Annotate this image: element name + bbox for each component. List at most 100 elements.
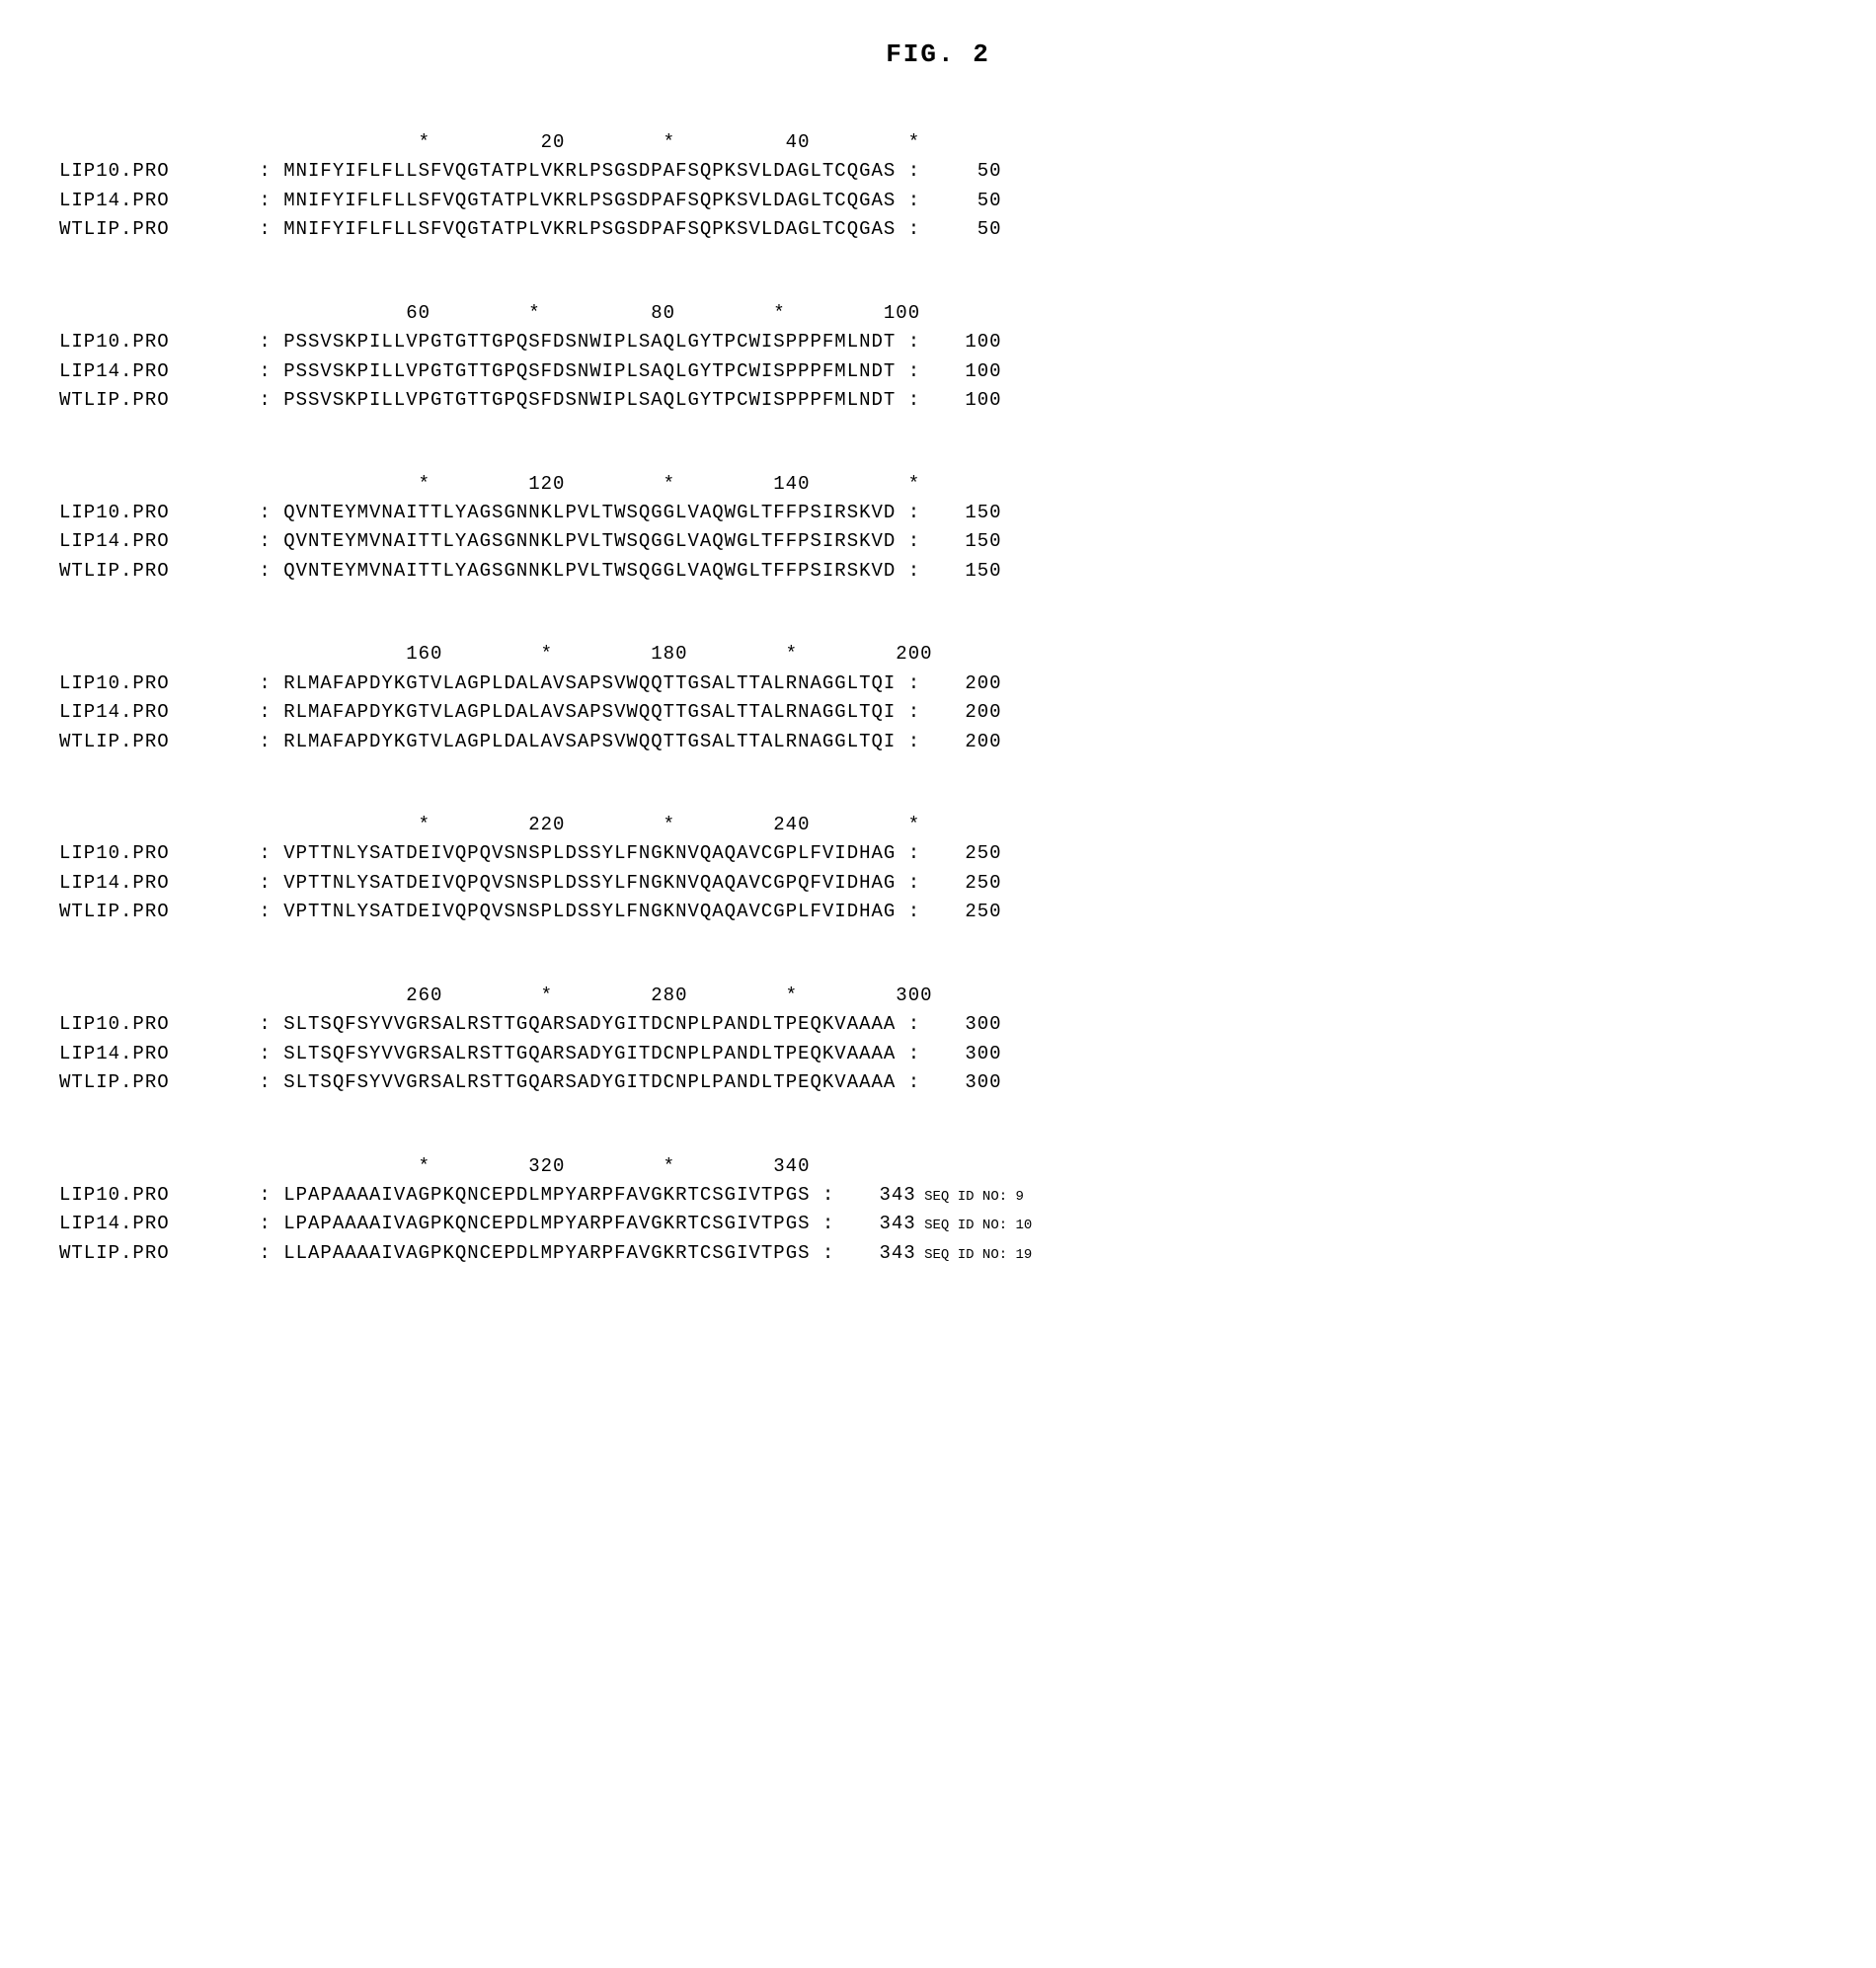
end-position: 50 [933,157,1002,186]
sequence-label: LIP14.PRO [59,869,247,898]
sequence-label: LIP14.PRO [59,357,247,386]
end-position: 200 [933,728,1002,756]
sequence-label: WTLIP.PRO [59,898,247,926]
alignment-block: * 20 * 40 *LIP10.PRO : MNIFYIFLFLLSFVQGT… [59,128,1817,245]
sequence-residues: LPAPAAAAIVAGPKQNCEPDLMPYARPFAVGKRTCSGIVT… [283,1184,810,1206]
sequence-label: WTLIP.PRO [59,215,247,244]
end-position: 50 [933,187,1002,215]
sequence-label: LIP14.PRO [59,527,247,556]
sequence-residues: PSSVSKPILLVPGTGTTGPQSFDSNWIPLSAQLGYTPCWI… [283,331,896,353]
sequence-row: LIP10.PRO : QVNTEYMVNAITTLYAGSGNNKLPVLTW… [59,499,1817,527]
sequence-residues: RLMAFAPDYKGTVLAGPLDALAVSAPSVWQQTTGSALTTA… [283,701,896,723]
alignment-block: * 320 * 340LIP10.PRO : LPAPAAAAIVAGPKQNC… [59,1152,1817,1269]
sequence-row: LIP10.PRO : RLMAFAPDYKGTVLAGPLDALAVSAPSV… [59,669,1817,698]
sequence-row: WTLIP.PRO : MNIFYIFLFLLSFVQGTATPLVKRLPSG… [59,215,1817,244]
end-position: 250 [933,869,1002,898]
alignment-block: * 120 * 140 *LIP10.PRO : QVNTEYMVNAITTLY… [59,470,1817,587]
seq-id-annotation: SEQ ID NO: 10 [916,1218,1033,1233]
separator-colon: : [247,1043,283,1064]
sequence-row: WTLIP.PRO : RLMAFAPDYKGTVLAGPLDALAVSAPSV… [59,728,1817,756]
end-position: 50 [933,215,1002,244]
ruler-line: 60 * 80 * 100 [59,299,1817,328]
sequence-residues: MNIFYIFLFLLSFVQGTATPLVKRLPSGSDPAFSQPKSVL… [283,218,896,240]
sequence-row: LIP10.PRO : LPAPAAAAIVAGPKQNCEPDLMPYARPF… [59,1181,1817,1210]
sequence-label: LIP10.PRO [59,157,247,186]
separator-colon: : [896,901,932,922]
separator-colon: : [247,901,283,922]
sequence-row: LIP14.PRO : PSSVSKPILLVPGTGTTGPQSFDSNWIP… [59,357,1817,386]
sequence-row: WTLIP.PRO : SLTSQFSYVVGRSALRSTTGQARSADYG… [59,1068,1817,1097]
ruler-line: * 220 * 240 * [59,811,1817,839]
sequence-residues: LPAPAAAAIVAGPKQNCEPDLMPYARPFAVGKRTCSGIVT… [283,1213,810,1234]
sequence-row: LIP10.PRO : MNIFYIFLFLLSFVQGTATPLVKRLPSG… [59,157,1817,186]
sequence-label: WTLIP.PRO [59,728,247,756]
sequence-residues: VPTTNLYSATDEIVQPQVSNSPLDSSYLFNGKNVQAQAVC… [283,842,896,864]
separator-colon: : [896,360,932,382]
ruler-line: * 120 * 140 * [59,470,1817,499]
sequence-residues: QVNTEYMVNAITTLYAGSGNNKLPVLTWSQGGLVAQWGLT… [283,502,896,523]
separator-colon: : [247,1184,283,1206]
sequence-residues: SLTSQFSYVVGRSALRSTTGQARSADYGITDCNPLPANDL… [283,1013,896,1035]
sequence-residues: PSSVSKPILLVPGTGTTGPQSFDSNWIPLSAQLGYTPCWI… [283,360,896,382]
sequence-label: LIP10.PRO [59,1010,247,1039]
end-position: 343 [847,1239,916,1268]
sequence-residues: MNIFYIFLFLLSFVQGTATPLVKRLPSGSDPAFSQPKSVL… [283,190,896,211]
separator-colon: : [247,872,283,894]
end-position: 100 [933,386,1002,415]
ruler-text: * 320 * 340 [247,1152,811,1181]
end-position: 100 [933,357,1002,386]
ruler-text: 260 * 280 * 300 [247,982,933,1010]
separator-colon: : [896,160,932,182]
sequence-residues: VPTTNLYSATDEIVQPQVSNSPLDSSYLFNGKNVQAQAVC… [283,901,896,922]
sequence-label: WTLIP.PRO [59,386,247,415]
separator-colon: : [247,530,283,552]
sequence-label: LIP14.PRO [59,187,247,215]
sequence-label: LIP14.PRO [59,698,247,727]
separator-colon: : [247,731,283,752]
ruler-line: 260 * 280 * 300 [59,982,1817,1010]
separator-colon: : [896,1071,932,1093]
end-position: 200 [933,669,1002,698]
separator-colon: : [896,701,932,723]
ruler-text: * 20 * 40 * [247,128,920,157]
ruler-text: 60 * 80 * 100 [247,299,920,328]
ruler-text: * 220 * 240 * [247,811,920,839]
ruler-line: * 320 * 340 [59,1152,1817,1181]
sequence-label: LIP10.PRO [59,839,247,868]
alignment-block: 60 * 80 * 100LIP10.PRO : PSSVSKPILLVPGTG… [59,299,1817,416]
sequence-label: LIP10.PRO [59,328,247,356]
end-position: 150 [933,557,1002,586]
sequence-residues: QVNTEYMVNAITTLYAGSGNNKLPVLTWSQGGLVAQWGLT… [283,530,896,552]
separator-colon: : [247,1213,283,1234]
separator-colon: : [247,331,283,353]
separator-colon: : [247,360,283,382]
alignment-block: 160 * 180 * 200LIP10.PRO : RLMAFAPDYKGTV… [59,640,1817,756]
sequence-label: WTLIP.PRO [59,1239,247,1268]
separator-colon: : [247,389,283,411]
end-position: 150 [933,499,1002,527]
separator-colon: : [896,331,932,353]
sequence-label: LIP14.PRO [59,1040,247,1068]
separator-colon: : [896,872,932,894]
alignment-block: 260 * 280 * 300LIP10.PRO : SLTSQFSYVVGRS… [59,982,1817,1098]
end-position: 343 [847,1181,916,1210]
separator-colon: : [811,1242,847,1264]
sequence-label: LIP10.PRO [59,499,247,527]
separator-colon: : [247,1013,283,1035]
sequence-residues: MNIFYIFLFLLSFVQGTATPLVKRLPSGSDPAFSQPKSVL… [283,160,896,182]
sequence-residues: RLMAFAPDYKGTVLAGPLDALAVSAPSVWQQTTGSALTTA… [283,731,896,752]
separator-colon: : [247,560,283,582]
separator-colon: : [247,160,283,182]
separator-colon: : [896,190,932,211]
sequence-row: LIP10.PRO : VPTTNLYSATDEIVQPQVSNSPLDSSYL… [59,839,1817,868]
sequence-residues: SLTSQFSYVVGRSALRSTTGQARSADYGITDCNPLPANDL… [283,1071,896,1093]
sequence-row: WTLIP.PRO : VPTTNLYSATDEIVQPQVSNSPLDSSYL… [59,898,1817,926]
end-position: 300 [933,1010,1002,1039]
sequence-alignment: * 20 * 40 *LIP10.PRO : MNIFYIFLFLLSFVQGT… [59,128,1817,1268]
sequence-residues: RLMAFAPDYKGTVLAGPLDALAVSAPSVWQQTTGSALTTA… [283,672,896,694]
end-position: 100 [933,328,1002,356]
separator-colon: : [247,842,283,864]
separator-colon: : [247,190,283,211]
separator-colon: : [896,560,932,582]
alignment-block: * 220 * 240 *LIP10.PRO : VPTTNLYSATDEIVQ… [59,811,1817,927]
